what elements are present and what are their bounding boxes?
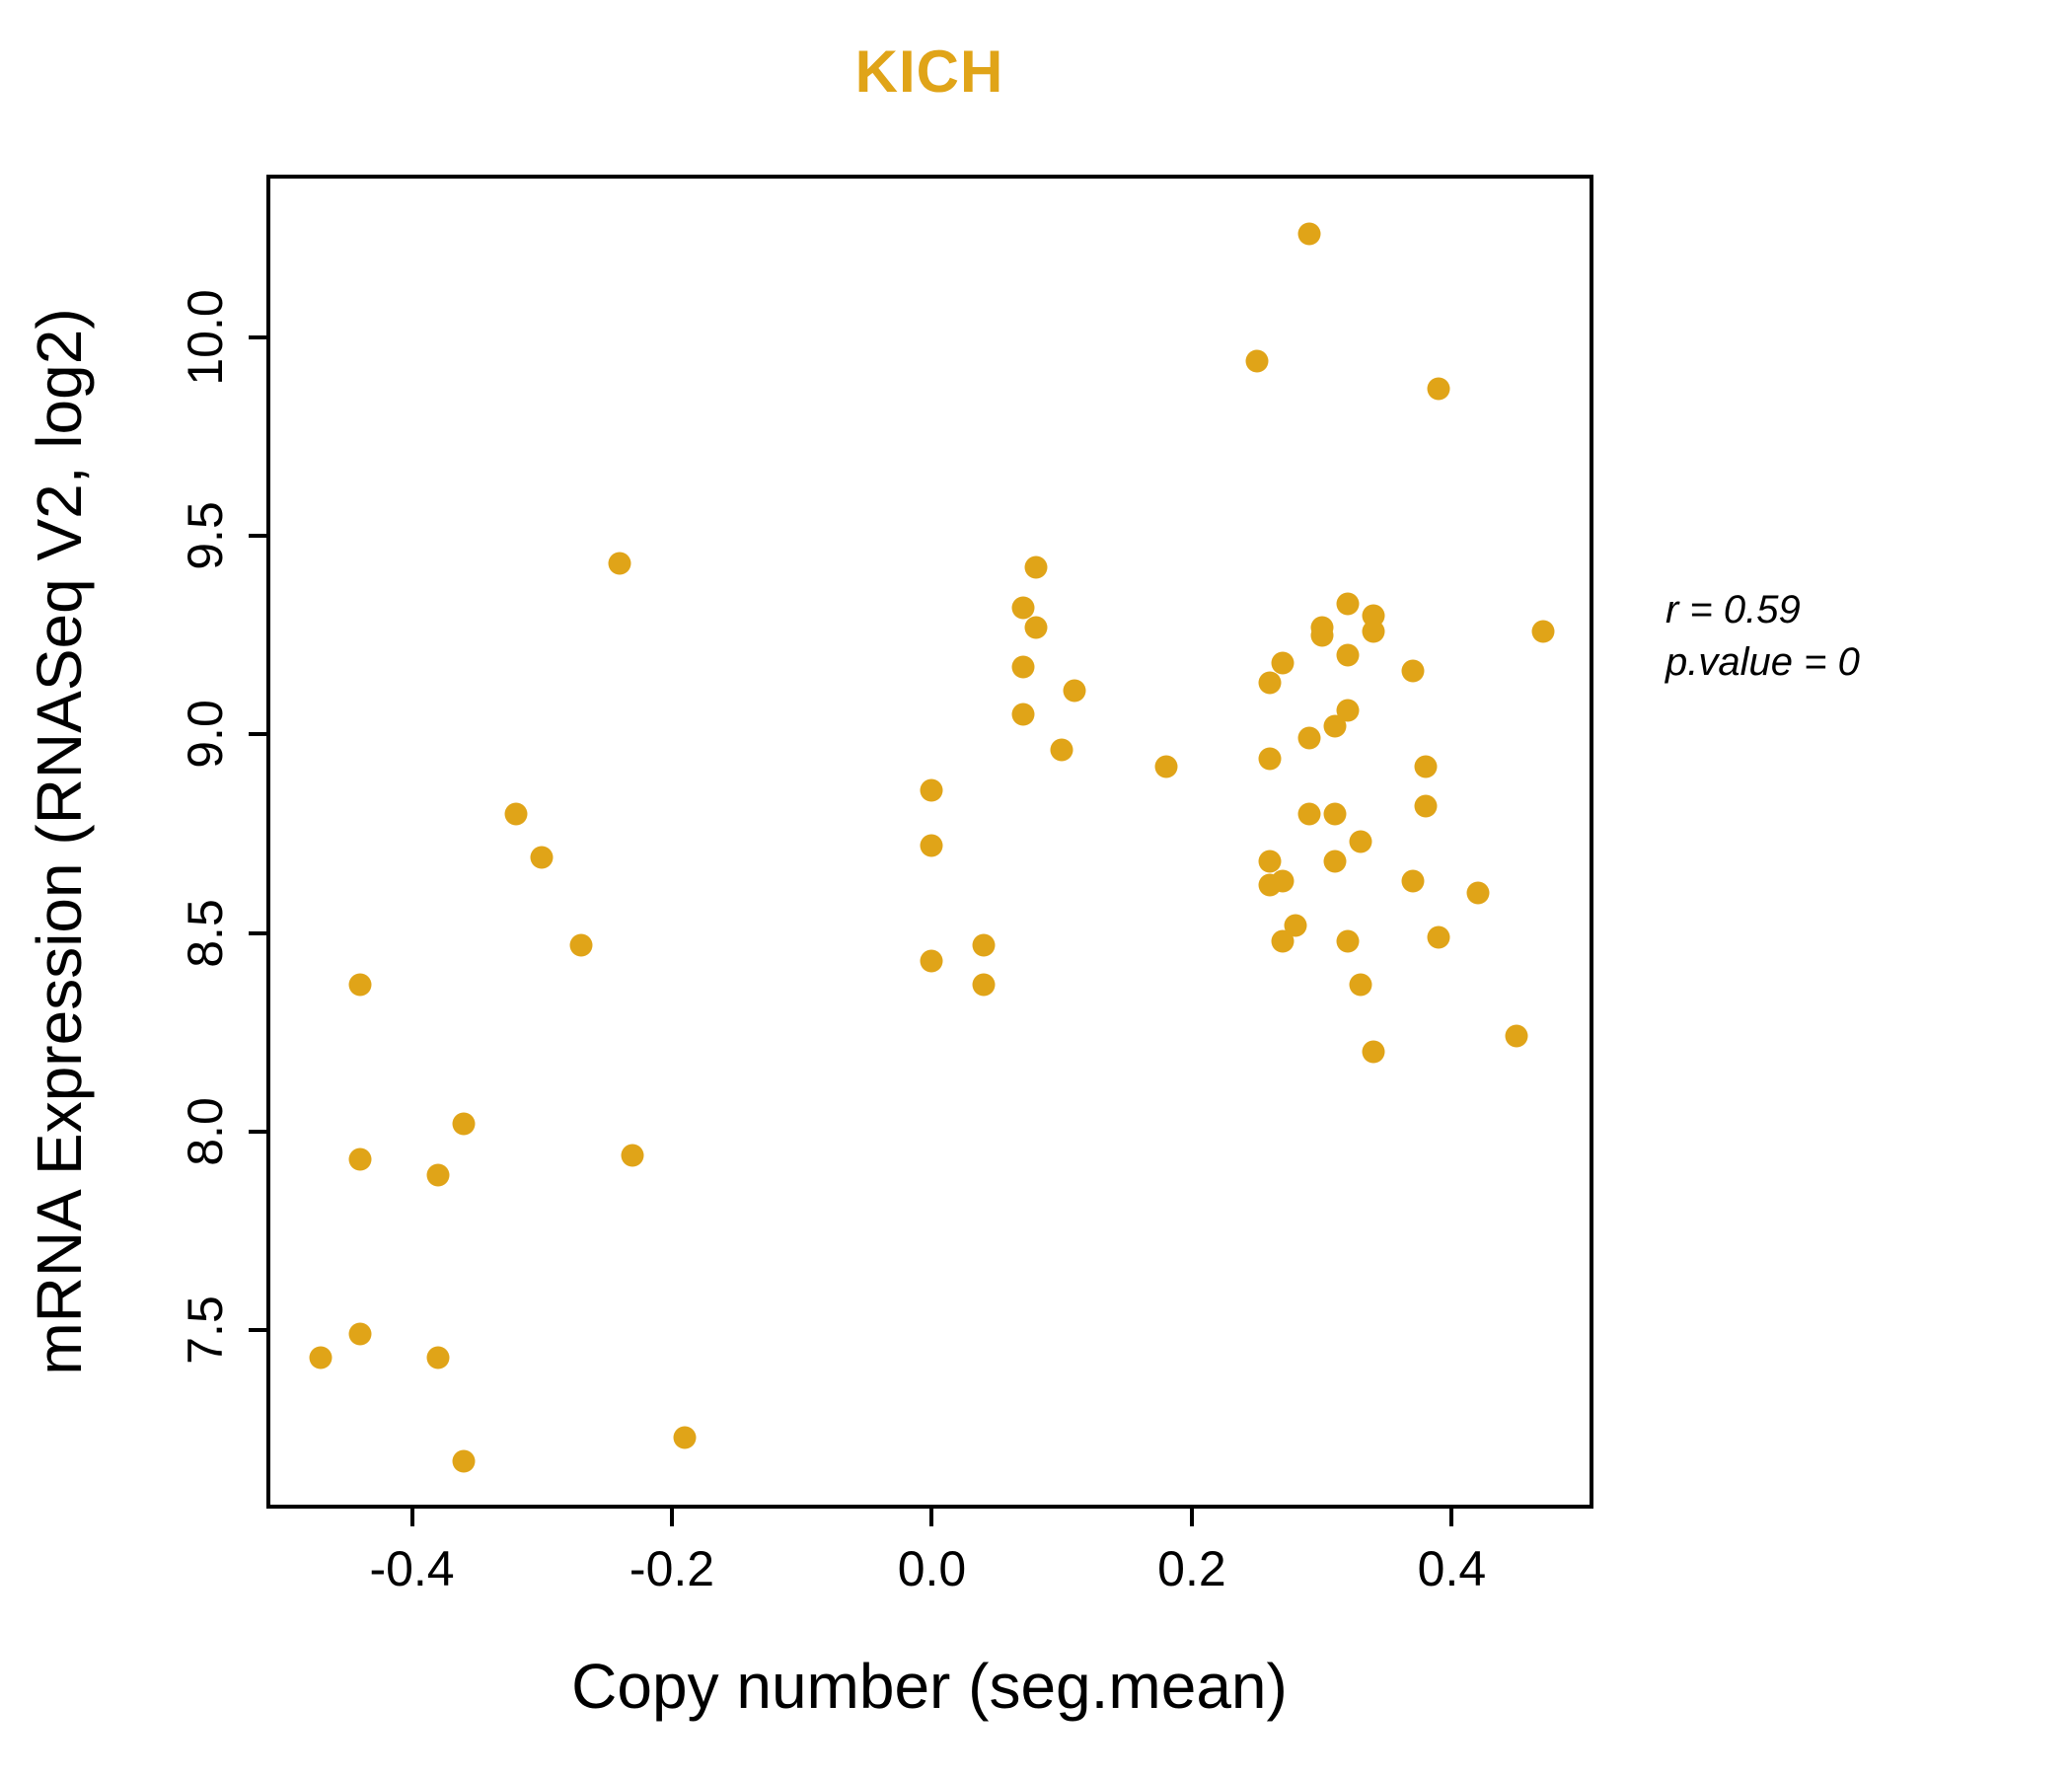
data-point — [673, 1426, 697, 1449]
data-point — [920, 949, 943, 973]
data-point — [530, 846, 554, 869]
annotation-p-value: p.value = 0 — [1665, 639, 1860, 684]
data-point — [1531, 620, 1555, 643]
data-point — [1258, 747, 1282, 770]
data-point — [1362, 1040, 1385, 1064]
y-axis-tick — [249, 1129, 268, 1134]
data-point — [621, 1144, 644, 1167]
data-point — [920, 834, 943, 857]
data-point — [1011, 655, 1035, 679]
x-axis-tick-label: -0.4 — [369, 1541, 455, 1596]
data-point — [972, 933, 996, 957]
data-point — [1362, 620, 1385, 643]
x-axis-tick — [1449, 1507, 1454, 1526]
y-axis-tick — [249, 334, 268, 339]
y-axis-tick-label: 9.0 — [178, 700, 233, 770]
data-point — [1297, 802, 1320, 826]
data-point — [1258, 850, 1282, 873]
data-point — [1336, 699, 1360, 722]
data-point — [504, 802, 528, 826]
x-axis-tick — [929, 1507, 934, 1526]
y-axis-tick-label: 7.5 — [178, 1295, 233, 1365]
correlation-annotation: r = 0.59 p.value = 0 — [1665, 584, 1860, 689]
data-point — [1271, 651, 1295, 675]
data-point — [1414, 755, 1438, 778]
y-axis-tick — [249, 1327, 268, 1332]
data-point — [972, 973, 996, 997]
data-point — [1011, 703, 1035, 726]
data-point — [426, 1163, 450, 1187]
data-point — [1401, 869, 1425, 893]
y-axis-tick-label: 8.5 — [178, 898, 233, 968]
data-point — [569, 933, 593, 957]
y-axis-tick — [249, 534, 268, 539]
data-point — [1154, 755, 1178, 778]
x-axis-tick — [670, 1507, 674, 1526]
data-point — [1297, 222, 1320, 246]
data-point — [1284, 914, 1307, 936]
data-point — [1414, 794, 1438, 818]
y-axis-tick — [249, 930, 268, 935]
data-point — [1336, 643, 1360, 667]
x-axis-tick-label: 0.0 — [897, 1541, 967, 1596]
data-point — [309, 1346, 333, 1369]
data-point — [1401, 659, 1425, 683]
y-axis-tick — [249, 732, 268, 737]
data-point — [1310, 624, 1334, 647]
data-point — [452, 1449, 476, 1473]
data-point — [608, 552, 631, 575]
data-point — [1271, 869, 1295, 893]
data-point — [1323, 714, 1347, 738]
chart-title: KICH — [854, 38, 1004, 105]
data-point — [1063, 679, 1086, 703]
y-axis-tick-label: 9.5 — [178, 501, 233, 570]
data-point — [1323, 802, 1347, 826]
data-point — [1427, 925, 1450, 949]
data-point — [1323, 850, 1347, 873]
data-point — [1297, 726, 1320, 750]
x-axis-tick-label: 0.4 — [1417, 1541, 1487, 1596]
data-point — [1349, 973, 1372, 997]
y-axis-tick-label: 8.0 — [178, 1096, 233, 1166]
annotation-r-value: r = 0.59 — [1665, 588, 1801, 631]
data-point — [348, 973, 372, 997]
x-axis-tick-label: -0.2 — [629, 1541, 715, 1596]
data-point — [1024, 555, 1048, 579]
y-axis-title: mRNA Expression (RNASeq V2, log2) — [24, 308, 95, 1375]
data-point — [1011, 596, 1035, 620]
data-point — [1466, 881, 1490, 905]
x-axis-tick-label: 0.2 — [1157, 1541, 1226, 1596]
data-point — [348, 1322, 372, 1346]
data-point — [920, 778, 943, 802]
data-point — [1050, 738, 1073, 762]
data-point — [1336, 592, 1360, 616]
data-point — [1245, 349, 1269, 373]
data-point — [1271, 929, 1295, 953]
x-axis-tick — [1189, 1507, 1194, 1526]
data-point — [1336, 929, 1360, 953]
data-point — [452, 1112, 476, 1136]
x-axis-tick — [409, 1507, 414, 1526]
y-axis-tick-label: 10.0 — [178, 289, 233, 386]
x-axis-title: Copy number (seg.mean) — [571, 1651, 1288, 1722]
data-point — [1427, 377, 1450, 401]
data-point — [1505, 1024, 1528, 1048]
data-point — [1349, 830, 1372, 853]
data-point — [348, 1147, 372, 1171]
data-point — [1258, 671, 1282, 695]
data-point — [426, 1346, 450, 1369]
data-point — [1024, 616, 1048, 639]
